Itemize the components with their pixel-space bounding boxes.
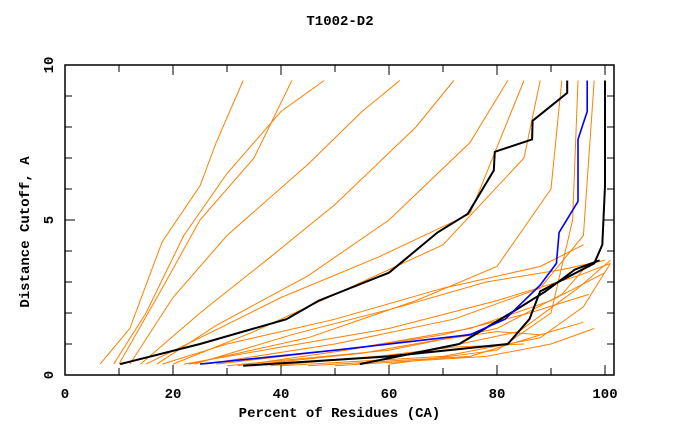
x-tick-label: 0 [61, 387, 69, 403]
x-tick-label: 40 [273, 387, 290, 403]
orange-series-line-14 [216, 272, 606, 365]
x-tick-label: 20 [165, 387, 182, 403]
blue-series-line-0 [199, 80, 589, 365]
y-tick-label: 5 [42, 216, 58, 224]
x-tick-label: 60 [381, 387, 398, 403]
plot-frame [64, 64, 615, 376]
orange-series-line-0 [99, 80, 244, 365]
orange-series-line-5 [172, 80, 541, 365]
orange-series-line-16 [145, 80, 525, 365]
orange-series-line-15 [162, 244, 584, 365]
x-axis-label: Percent of Residues (CA) [238, 406, 441, 422]
orange-series-line-11 [307, 321, 584, 367]
orange-series-line-4 [156, 80, 509, 365]
y-tick-label: 0 [42, 371, 58, 379]
orange-series-line-17 [118, 80, 293, 365]
orange-series-line-1 [113, 80, 325, 365]
orange-series-line-10 [280, 263, 611, 367]
orange-series-line-18 [243, 331, 541, 367]
x-tick-label: 100 [592, 387, 617, 403]
orange-series-line-7 [205, 80, 595, 365]
orange-series-line-21 [194, 259, 606, 365]
y-tick-label: 10 [42, 57, 58, 74]
black-series-line-1 [243, 80, 606, 367]
black-series-line-2 [359, 259, 600, 366]
orange-series-line-8 [226, 263, 590, 367]
orange-series-line-20 [388, 80, 579, 365]
orange-series-line-6 [189, 80, 563, 365]
orange-series-line-3 [140, 80, 455, 365]
orange-series-line-2 [129, 80, 401, 365]
chart-title: T1002-D2 [306, 14, 374, 30]
orange-series-line-13 [183, 262, 611, 365]
x-tick-label: 80 [489, 387, 506, 403]
black-series-line-0 [119, 80, 569, 366]
orange-series-line-22 [237, 293, 589, 367]
